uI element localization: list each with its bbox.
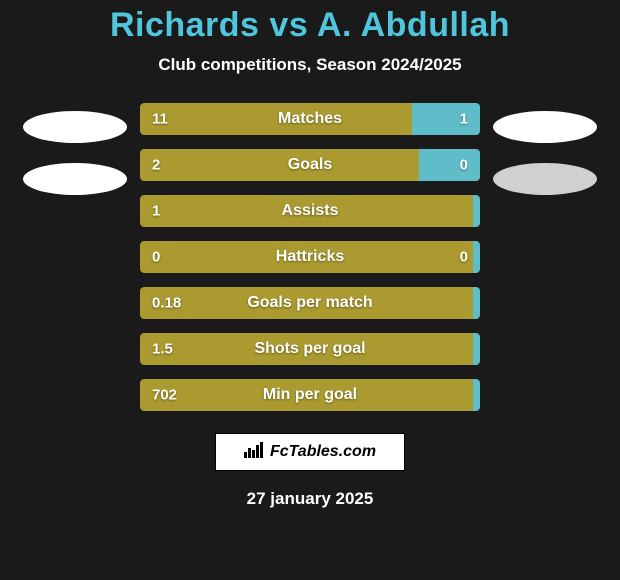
- stat-label: Hattricks: [276, 248, 344, 266]
- stats-area: 11 Matches 1 2 Goals 0 1 Assists 0 Hattricks 0 0.18…: [0, 103, 620, 411]
- stat-right-value: 1: [460, 111, 468, 128]
- page-title: Richards vs A. Abdullah: [110, 6, 510, 45]
- branding-text: FcTables.com: [270, 443, 376, 461]
- bar-chart-icon: [244, 442, 264, 463]
- stat-left-value: 1.5: [152, 341, 173, 358]
- stat-bar: 0 Hattricks 0: [140, 241, 480, 273]
- stat-right-value: 0: [460, 157, 468, 174]
- left-player-col: [10, 103, 140, 195]
- stat-left-value: 0.18: [152, 295, 181, 312]
- stat-label: Matches: [278, 110, 342, 128]
- stat-bar: 1 Assists: [140, 195, 480, 227]
- stat-left-value: 0: [152, 249, 160, 266]
- bar-right-fill: [473, 379, 480, 411]
- page-subtitle: Club competitions, Season 2024/2025: [158, 55, 461, 75]
- bar-right-fill: [473, 333, 480, 365]
- stat-label: Goals per match: [247, 294, 372, 312]
- stat-label: Min per goal: [263, 386, 357, 404]
- right-player-col: [480, 103, 610, 195]
- stat-bars: 11 Matches 1 2 Goals 0 1 Assists 0 Hattricks 0 0.18…: [140, 103, 480, 411]
- stat-right-value: 0: [460, 249, 468, 266]
- player-right-shape-1: [493, 111, 597, 143]
- branding-badge[interactable]: FcTables.com: [215, 433, 405, 471]
- player-right-shape-2: [493, 163, 597, 195]
- stat-label: Shots per goal: [254, 340, 365, 358]
- stat-bar: 2 Goals 0: [140, 149, 480, 181]
- stat-bar: 0.18 Goals per match: [140, 287, 480, 319]
- stat-bar: 702 Min per goal: [140, 379, 480, 411]
- stat-label: Assists: [282, 202, 339, 220]
- stat-left-value: 702: [152, 387, 177, 404]
- stat-label: Goals: [288, 156, 332, 174]
- bar-right-fill: [473, 287, 480, 319]
- comparison-card: Richards vs A. Abdullah Club competition…: [0, 0, 620, 580]
- stat-left-value: 11: [152, 111, 168, 128]
- stat-bar: 11 Matches 1: [140, 103, 480, 135]
- player-left-shape-1: [23, 111, 127, 143]
- date-label: 27 january 2025: [247, 489, 374, 509]
- stat-left-value: 1: [152, 203, 160, 220]
- bar-right-fill: [473, 241, 480, 273]
- bar-right-fill: [419, 149, 480, 181]
- bar-right-fill: [412, 103, 480, 135]
- stat-left-value: 2: [152, 157, 160, 174]
- bar-right-fill: [473, 195, 480, 227]
- player-left-shape-2: [23, 163, 127, 195]
- stat-bar: 1.5 Shots per goal: [140, 333, 480, 365]
